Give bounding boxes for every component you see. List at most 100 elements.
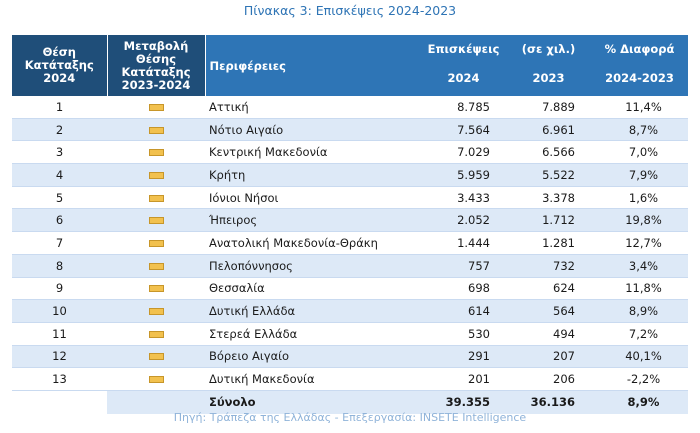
- rank-cell: 5: [12, 186, 107, 210]
- rank-change-cell: [107, 231, 205, 255]
- rank-change-cell: [107, 345, 205, 369]
- table-row: 10 Δυτική Ελλάδα 614 564 8,9%: [12, 299, 688, 323]
- visits-table: Θέση Κατάταξης 2024 Μεταβολή Θέσης Κατάτ…: [12, 35, 688, 414]
- region-cell: Δυτική Ελλάδα: [205, 299, 421, 323]
- header-change-line3: Κατάταξης: [121, 64, 191, 79]
- visits-2023-cell: 5.522: [506, 163, 591, 187]
- header-rank: Θέση Κατάταξης 2024: [12, 35, 108, 96]
- no-change-dash-icon: [148, 171, 164, 179]
- rank-cell: 6: [12, 208, 107, 233]
- visits-2023-cell: 206: [506, 367, 591, 391]
- visits-2023-cell: 207: [506, 345, 591, 369]
- rank-cell: 11: [12, 322, 107, 346]
- rank-cell: 7: [12, 231, 107, 255]
- header-visits: Επισκέψεις: [421, 35, 506, 60]
- visits-2024-cell: 201: [421, 367, 506, 391]
- table-row: 11 Στερεά Ελλάδα 530 494 7,2%: [12, 322, 688, 346]
- visits-2023-cell: 6.961: [506, 118, 591, 142]
- diff-cell: 12,7%: [591, 231, 688, 255]
- region-cell: Θεσσαλία: [205, 277, 421, 301]
- region-cell: Νότιο Αιγαίο: [205, 118, 421, 142]
- region-cell: Αττική: [205, 96, 421, 119]
- rank-cell: 1: [12, 96, 107, 119]
- diff-cell: 11,4%: [591, 96, 688, 119]
- visits-2024-cell: 3.433: [421, 186, 506, 210]
- header-change-line2: Θέσης: [135, 51, 177, 66]
- total-visits-2023: 36.136: [506, 390, 591, 414]
- visits-2023-cell: 7.889: [506, 96, 591, 119]
- table-row: 1 Αττική 8.785 7.889 11,4%: [12, 96, 688, 119]
- region-cell: Ανατολική Μακεδονία-Θράκη: [205, 231, 421, 255]
- header-rank-line3: 2024: [43, 71, 76, 85]
- rank-cell: 12: [12, 345, 107, 369]
- diff-cell: -2,2%: [591, 367, 688, 391]
- visits-2023-cell: 494: [506, 322, 591, 346]
- visits-2024-cell: 1.444: [421, 231, 506, 255]
- no-change-dash-icon: [148, 103, 164, 111]
- diff-cell: 8,9%: [591, 299, 688, 323]
- region-cell: Πελοπόννησος: [205, 254, 421, 278]
- visits-2024-cell: 2.052: [421, 208, 506, 233]
- header-year-2024: 2024: [421, 60, 506, 96]
- table-row: 4 Κρήτη 5.959 5.522 7,9%: [12, 163, 688, 187]
- total-blank-cell: [107, 390, 205, 414]
- table-row: 7 Ανατολική Μακεδονία-Θράκη 1.444 1.281 …: [12, 231, 688, 255]
- table-row: 13 Δυτική Μακεδονία 201 206 -2,2%: [12, 367, 688, 391]
- header-rank-line1: Θέση: [42, 45, 76, 59]
- no-change-dash-icon: [148, 239, 164, 247]
- rank-change-cell: [107, 277, 205, 301]
- rank-change-cell: [107, 299, 205, 323]
- visits-2024-cell: 291: [421, 345, 506, 369]
- header-rank-line2: Κατάταξης: [24, 58, 94, 72]
- no-change-dash-icon: [148, 126, 164, 134]
- rank-change-cell: [107, 208, 205, 233]
- diff-cell: 19,8%: [591, 208, 688, 233]
- no-change-dash-icon: [148, 262, 164, 270]
- region-cell: Κεντρική Μακεδονία: [205, 140, 421, 165]
- region-cell: Στερεά Ελλάδα: [205, 322, 421, 346]
- diff-cell: 40,1%: [591, 345, 688, 369]
- total-label: Σύνολο: [205, 390, 421, 414]
- region-cell: Ιόνιοι Νήσοι: [205, 186, 421, 210]
- visits-2024-cell: 614: [421, 299, 506, 323]
- rank-cell: 4: [12, 163, 107, 187]
- header-diff-period: 2024-2023: [591, 60, 688, 96]
- diff-cell: 7,9%: [591, 163, 688, 187]
- region-cell: Κρήτη: [205, 163, 421, 187]
- visits-2023-cell: 732: [506, 254, 591, 278]
- no-change-dash-icon: [148, 353, 164, 361]
- table-row: 3 Κεντρική Μακεδονία 7.029 6.566 7,0%: [12, 140, 688, 165]
- rank-change-cell: [107, 254, 205, 278]
- visits-2024-cell: 5.959: [421, 163, 506, 187]
- table-row: 9 Θεσσαλία 698 624 11,8%: [12, 277, 688, 301]
- total-row: Σύνολο 39.355 36.136 8,9%: [12, 390, 688, 414]
- rank-change-cell: [107, 118, 205, 142]
- rank-change-cell: [107, 96, 205, 119]
- visits-2024-cell: 7.564: [421, 118, 506, 142]
- table-row: 12 Βόρειο Αιγαίο 291 207 40,1%: [12, 345, 688, 369]
- visits-2023-cell: 3.378: [506, 186, 591, 210]
- header-change-line4: 2023-2024: [121, 77, 191, 92]
- visits-2023-cell: 1.712: [506, 208, 591, 233]
- header-diff: % Διαφορά: [591, 35, 688, 60]
- rank-change-cell: [107, 140, 205, 165]
- visits-2024-cell: 7.029: [421, 140, 506, 165]
- rank-change-cell: [107, 163, 205, 187]
- rank-cell: 10: [12, 299, 107, 323]
- source-note: Πηγή: Τράπεζα της Ελλάδας - Επεξεργασία:…: [173, 411, 527, 424]
- header-rank-change: Μεταβολή Θέσης Κατάταξης 2023-2024: [107, 35, 206, 96]
- diff-cell: 11,8%: [591, 277, 688, 301]
- table-row: 2 Νότιο Αιγαίο 7.564 6.961 8,7%: [12, 118, 688, 142]
- header-year-2023: 2023: [506, 60, 591, 96]
- no-change-dash-icon: [148, 217, 164, 225]
- total-diff: 8,9%: [591, 390, 688, 414]
- rank-cell: 2: [12, 118, 107, 142]
- no-change-dash-icon: [148, 308, 164, 316]
- no-change-dash-icon: [148, 376, 164, 384]
- rank-cell: 9: [12, 277, 107, 301]
- rank-cell: 13: [12, 367, 107, 391]
- region-cell: Βόρειο Αιγαίο: [205, 345, 421, 369]
- visits-2023-cell: 624: [506, 277, 591, 301]
- visits-2024-cell: 8.785: [421, 96, 506, 119]
- visits-2023-cell: 6.566: [506, 140, 591, 165]
